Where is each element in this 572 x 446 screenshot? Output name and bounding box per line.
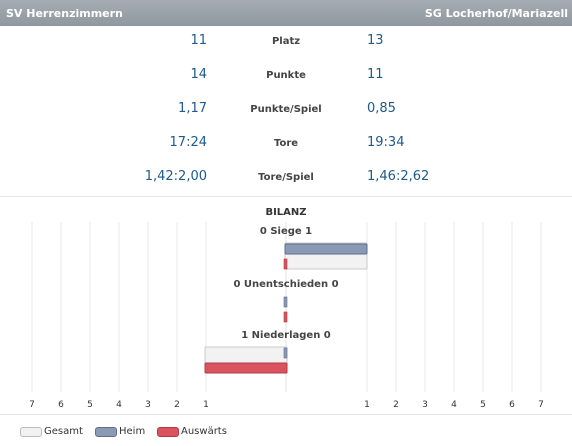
bar-heim-right-zero xyxy=(283,296,288,308)
category-label: 0 Unentschieden 0 xyxy=(233,279,338,290)
x-tick-label: 2 xyxy=(393,400,399,410)
stat-right-value: 11 xyxy=(367,67,384,82)
x-tick-label: 3 xyxy=(145,400,151,410)
comparison-header: SV Herrenzimmern SG Locherhof/Mariazell xyxy=(0,0,572,26)
stat-left-value: 1,17 xyxy=(178,101,207,116)
x-tick-label: 6 xyxy=(509,400,515,410)
legend-swatch-gesamt xyxy=(20,427,42,437)
x-tick-label: 7 xyxy=(538,400,544,410)
stat-right-value: 0,85 xyxy=(367,101,396,116)
stat-label: Tore/Spiel xyxy=(258,172,314,183)
legend-swatch-auswaerts xyxy=(157,427,179,437)
stat-left-value: 11 xyxy=(190,33,207,48)
stat-row-tore-spiel: 1,42:2,00 Tore/Spiel 1,46:2,62 xyxy=(0,169,572,189)
category-label: 0 Siege 1 xyxy=(260,226,312,237)
x-tick-label: 1 xyxy=(364,400,370,410)
legend-label: Auswärts xyxy=(181,426,227,437)
team-left-name[interactable]: SV Herrenzimmern xyxy=(6,7,123,20)
bar-heim-right-zero xyxy=(283,347,288,359)
stat-label: Punkte/Spiel xyxy=(250,104,322,115)
stat-label: Platz xyxy=(271,36,301,47)
stat-right-value: 13 xyxy=(367,33,384,48)
legend-swatch-heim xyxy=(95,427,117,437)
chart-legend: Gesamt Heim Auswärts xyxy=(0,423,572,443)
bar-auswärts-left xyxy=(204,362,288,374)
legend-label: Gesamt xyxy=(44,426,83,437)
bar-auswärts-right-zero xyxy=(283,311,288,323)
category-label: 1 Niederlagen 0 xyxy=(241,330,331,341)
stat-right-value: 1,46:2,62 xyxy=(367,169,430,184)
section-divider xyxy=(0,196,572,197)
stat-left-value: 17:24 xyxy=(169,135,207,150)
x-tick-label: 2 xyxy=(174,400,180,410)
stat-row-punkte: 14 Punkte 11 xyxy=(0,67,572,87)
x-tick-label: 4 xyxy=(116,400,122,410)
legend-label: Heim xyxy=(119,426,146,437)
x-tick-label: 5 xyxy=(87,400,93,410)
stat-label: Tore xyxy=(273,138,299,149)
stat-row-platz: 11 Platz 13 xyxy=(0,33,572,53)
stat-left-value: 1,42:2,00 xyxy=(144,169,207,184)
stat-label: Punkte xyxy=(266,70,306,81)
team-right-name[interactable]: SG Locherhof/Mariazell xyxy=(424,7,568,20)
x-tick-label: 4 xyxy=(451,400,457,410)
bar-heim-right xyxy=(284,243,368,255)
x-tick-label: 6 xyxy=(58,400,64,410)
x-tick-label: 7 xyxy=(29,400,35,410)
stat-row-tore: 17:24 Tore 19:34 xyxy=(0,135,572,155)
x-tick-label: 1 xyxy=(203,400,209,410)
x-tick-label: 5 xyxy=(480,400,486,410)
stat-right-value: 19:34 xyxy=(367,135,405,150)
legend-divider xyxy=(0,414,572,415)
bar-auswärts-right-zero xyxy=(283,258,288,270)
stat-row-punkte-spiel: 1,17 Punkte/Spiel 0,85 xyxy=(0,101,572,121)
bilanz-title: BILANZ xyxy=(265,207,307,218)
stat-left-value: 14 xyxy=(190,67,207,82)
x-tick-label: 3 xyxy=(422,400,428,410)
